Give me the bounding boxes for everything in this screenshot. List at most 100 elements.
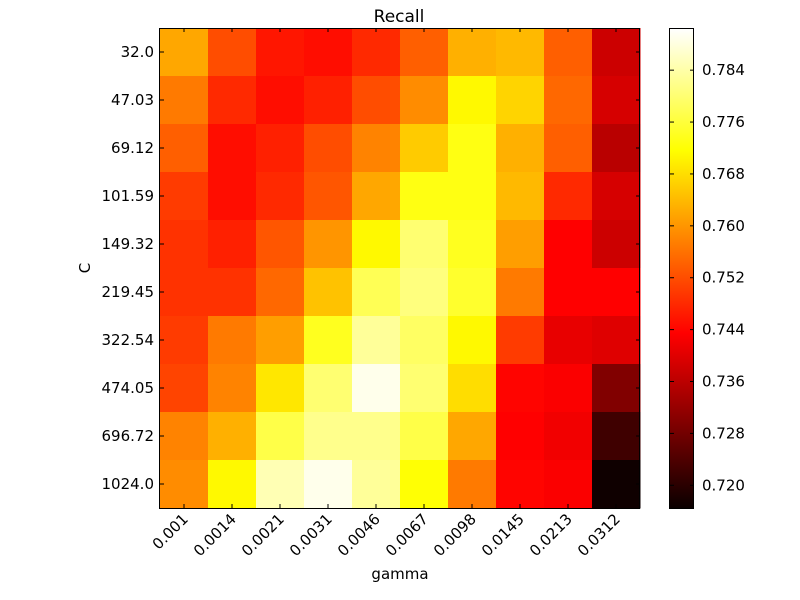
heatmap-cell (496, 364, 545, 413)
colorbar-tick-label: 0.744 (702, 321, 745, 339)
y-tick-label: 1024.0 (102, 475, 155, 493)
x-tick-label: 0.0145 (478, 510, 528, 560)
x-axis-label: gamma (371, 565, 428, 583)
heatmap-cell (544, 460, 593, 509)
heatmap-cell (208, 316, 257, 365)
y-tick-label: 322.54 (102, 331, 155, 349)
heatmap-cell (352, 76, 401, 125)
y-tick-label: 149.32 (102, 235, 155, 253)
colorbar-tick-label: 0.784 (702, 61, 745, 79)
x-tick-label: 0.0014 (190, 510, 240, 560)
heatmap-cell (304, 76, 353, 125)
heatmap-cell (496, 412, 545, 461)
x-tick-label: 0.0213 (526, 510, 576, 560)
heatmap-cell (544, 268, 593, 317)
heatmap-cell (256, 172, 305, 221)
x-tick-label: 0.0031 (286, 510, 336, 560)
heatmap-cell (208, 172, 257, 221)
y-tick-label: 219.45 (102, 283, 155, 301)
heatmap-cell (496, 76, 545, 125)
heatmap-cell (160, 268, 209, 317)
heatmap-cell (400, 172, 449, 221)
heatmap-cell (448, 460, 497, 509)
heatmap-cell (448, 124, 497, 173)
y-tick-label: 32.0 (121, 43, 154, 61)
heatmap-cell (400, 220, 449, 269)
heatmap-cell (256, 316, 305, 365)
heatmap-cell (544, 124, 593, 173)
heatmap-cell (448, 364, 497, 413)
heatmap-cell (304, 412, 353, 461)
heatmap-cell (448, 268, 497, 317)
y-tick-label: 474.05 (102, 379, 155, 397)
heatmap-cell (352, 316, 401, 365)
heatmap-cell (304, 172, 353, 221)
colorbar-tick-label: 0.760 (702, 217, 745, 235)
heatmap-cell (304, 316, 353, 365)
heatmap-cell (496, 460, 545, 509)
heatmap-cell (592, 76, 641, 125)
heatmap-cell (448, 28, 497, 77)
heatmap-cell (352, 172, 401, 221)
heatmap-cell (256, 364, 305, 413)
heatmap-cell (592, 460, 641, 509)
heatmap-cell (256, 460, 305, 509)
heatmap-cell (448, 172, 497, 221)
plot-frame (159, 28, 640, 509)
heatmap-cell (352, 220, 401, 269)
heatmap-cell (400, 268, 449, 317)
chart-title: Recall (374, 7, 425, 27)
heatmap-cell (448, 412, 497, 461)
heatmap-cell (496, 316, 545, 365)
heatmap-cell (496, 124, 545, 173)
heatmap-cell (592, 172, 641, 221)
colorbar-tick-label: 0.736 (702, 373, 745, 391)
heatmap-cell (544, 364, 593, 413)
y-axis: 32.0 47.03 69.12 101.59 149.32 219.45 322.54 47… (102, 43, 640, 493)
heatmap-cell (304, 28, 353, 77)
heatmap-cell (352, 460, 401, 509)
y-tick-label: 696.72 (102, 427, 155, 445)
heatmap-cell (400, 28, 449, 77)
heatmap-cell (352, 124, 401, 173)
heatmap-cells (160, 28, 641, 509)
heatmap-cell (160, 172, 209, 221)
colorbar (669, 28, 694, 509)
heatmap-cell (160, 316, 209, 365)
heatmap-cell (160, 412, 209, 461)
heatmap-cell (400, 460, 449, 509)
heatmap-cell (256, 28, 305, 77)
heatmap-cell (352, 364, 401, 413)
heatmap-cell (208, 76, 257, 125)
heatmap-cell (448, 76, 497, 125)
heatmap-cell (592, 28, 641, 77)
heatmap-cell (160, 220, 209, 269)
x-tick-label: 0.0098 (430, 510, 480, 560)
colorbar-tick-label: 0.728 (702, 424, 745, 442)
heatmap-cell (208, 220, 257, 269)
heatmap-cell (400, 124, 449, 173)
heatmap-cell (160, 76, 209, 125)
heatmap-cell (208, 124, 257, 173)
heatmap-cell (208, 460, 257, 509)
heatmap-cell (592, 412, 641, 461)
heatmap-cell (304, 124, 353, 173)
colorbar-tick-label: 0.752 (702, 269, 745, 287)
x-tick-label: 0.0046 (334, 510, 384, 560)
heatmap-cell (256, 412, 305, 461)
x-tick-label: 0.0067 (382, 510, 432, 560)
heatmap-cell (304, 460, 353, 509)
x-tick-label: 0.0312 (574, 510, 624, 560)
colorbar-ticks: 0.720 0.728 0.736 0.744 0.752 0.760 0.768 0.776… (670, 61, 745, 494)
heatmap-cell (448, 220, 497, 269)
heatmap-cell (208, 28, 257, 77)
heatmap-cell (592, 364, 641, 413)
heatmap-cell (592, 220, 641, 269)
heatmap-cell (544, 28, 593, 77)
y-tick-label: 101.59 (102, 187, 155, 205)
heatmap-cell (400, 76, 449, 125)
heatmap-cell (544, 172, 593, 221)
heatmap-cell (352, 412, 401, 461)
heatmap-cell (352, 268, 401, 317)
heatmap-cell (544, 316, 593, 365)
